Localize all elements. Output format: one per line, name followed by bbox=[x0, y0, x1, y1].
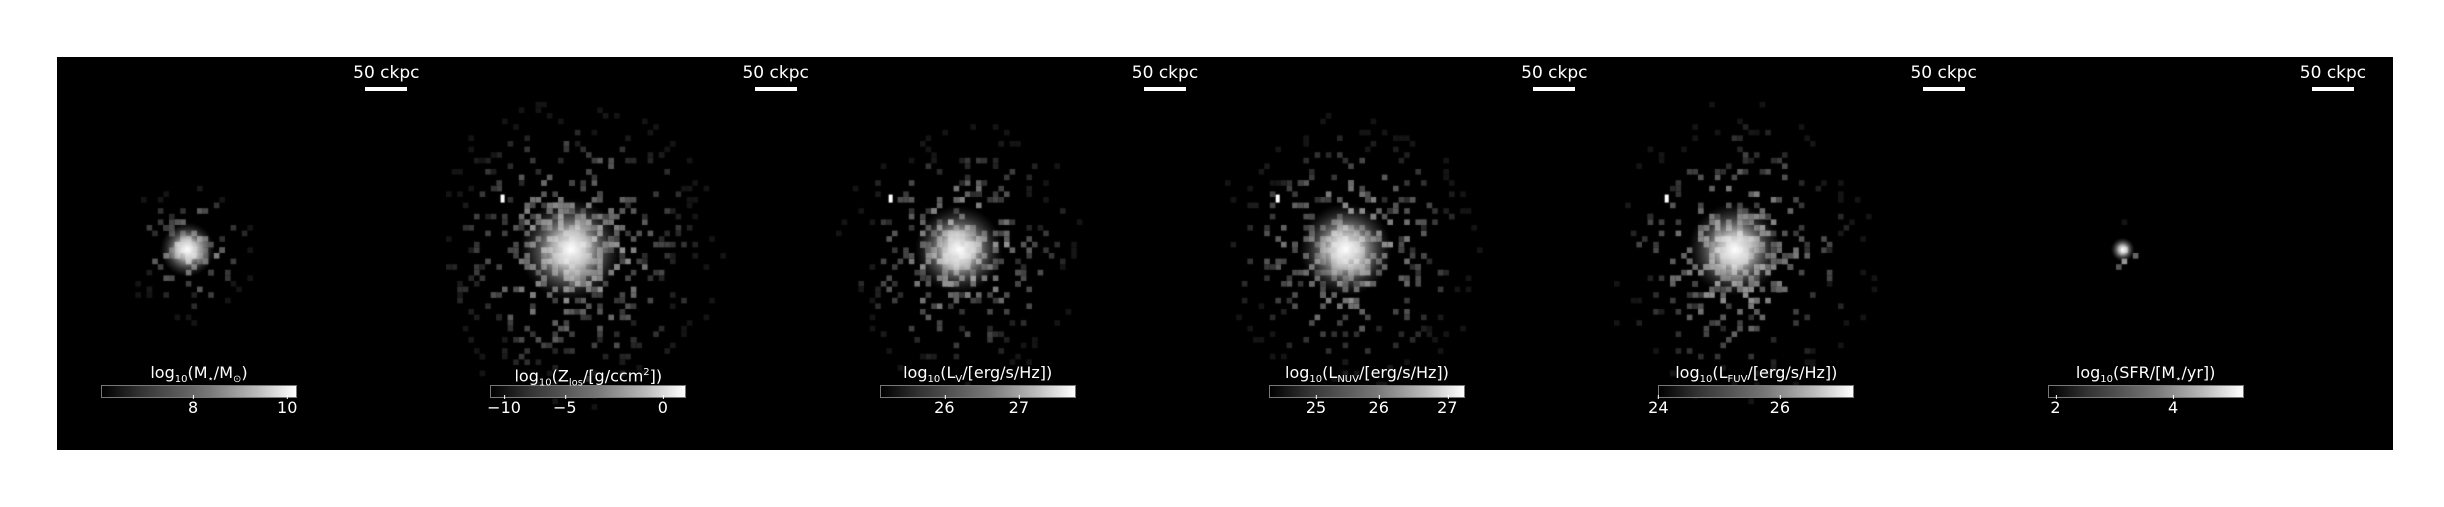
scale-bar-line bbox=[2311, 87, 2354, 91]
scale-bar-label: 50 ckpc bbox=[2299, 63, 2367, 83]
colorbar-label: log10(LNUV/[erg/s/Hz]) bbox=[1285, 363, 1449, 386]
scale-bar: 50 ckpc bbox=[1904, 63, 1984, 91]
colorbar-gradient bbox=[1268, 385, 1465, 398]
colorbar-tick-label: 26 bbox=[1368, 395, 1389, 417]
colorbar-ticks: 24 26 bbox=[1648, 395, 1854, 420]
colorbar-tick-label: 4 bbox=[2167, 395, 2179, 417]
colorbar: log10(LV/[erg/s/Hz]) 26 27 bbox=[879, 361, 1076, 420]
scale-bar-label: 50 ckpc bbox=[742, 63, 809, 83]
colorbar-gradient bbox=[2047, 385, 2244, 398]
colorbar-label: log10(LFUV/[erg/s/Hz]) bbox=[1675, 363, 1838, 386]
projection-image bbox=[57, 57, 446, 450]
projection-image bbox=[2003, 57, 2393, 450]
scale-bar-line bbox=[1143, 87, 1186, 91]
colorbar-tick-label: −5 bbox=[553, 395, 577, 417]
colorbar-label: log10(SFR/[M⋆/yr]) bbox=[2075, 363, 2216, 386]
scale-bar-line bbox=[1922, 87, 1965, 91]
scale-bar: 50 ckpc bbox=[346, 63, 426, 91]
map-panel: 50 ckpc log10(SFR/[M⋆/yr]) 2 4 bbox=[2003, 57, 2393, 450]
scale-bar: 50 ckpc bbox=[1125, 63, 1205, 91]
galaxy-map-strip: 50 ckpc log10(M⋆/M⊙) 8 10 50 ckpc log10(Zlos/… bbox=[57, 57, 2393, 450]
colorbar-tick-label: 27 bbox=[1008, 395, 1029, 417]
scale-bar-label: 50 ckpc bbox=[1521, 63, 1588, 83]
colorbar-tick-label: 8 bbox=[188, 395, 199, 417]
colorbar-tick-label: 10 bbox=[277, 395, 298, 417]
colorbar-tick-label: 26 bbox=[1769, 395, 1791, 417]
colorbar: log10(LNUV/[erg/s/Hz]) 25 26 27 bbox=[1268, 361, 1465, 420]
scale-bar: 50 ckpc bbox=[2293, 63, 2373, 91]
map-panel: 50 ckpc log10(LNUV/[erg/s/Hz]) 25 26 27 bbox=[1224, 57, 1615, 450]
scale-bar-line bbox=[1533, 87, 1576, 91]
map-panel: 50 ckpc log10(M⋆/M⊙) 8 10 bbox=[57, 57, 447, 450]
colorbar-tick-label: 26 bbox=[934, 395, 955, 417]
map-panel: 50 ckpc log10(LV/[erg/s/Hz]) 26 27 bbox=[835, 57, 1225, 450]
colorbar: log10(M⋆/M⊙) 8 10 bbox=[101, 361, 297, 420]
colorbar-label: log10(M⋆/M⊙) bbox=[150, 363, 248, 386]
colorbar-label: log10(Zlos/[g/ccm2]) bbox=[514, 366, 663, 389]
colorbar-tick-label: 27 bbox=[1437, 395, 1458, 417]
scale-bar-label: 50 ckpc bbox=[353, 63, 420, 83]
colorbar-gradient bbox=[490, 385, 687, 398]
scale-bar-line bbox=[365, 87, 408, 91]
colorbar: log10(LFUV/[erg/s/Hz]) 24 26 bbox=[1648, 361, 1855, 420]
projection-image bbox=[835, 57, 1225, 450]
colorbar: log10(SFR/[M⋆/yr]) 2 4 bbox=[2047, 361, 2244, 420]
scale-bar-line bbox=[754, 87, 797, 91]
colorbar-tick-label: 24 bbox=[1648, 395, 1669, 417]
colorbar: log10(Zlos/[g/ccm2]) −10 −5 0 bbox=[487, 361, 687, 420]
colorbar-ticks: −10 −5 0 bbox=[487, 395, 686, 420]
colorbar-ticks: 26 27 bbox=[880, 395, 1076, 420]
map-panel: 50 ckpc log10(Zlos/[g/ccm2]) −10 −5 0 bbox=[446, 57, 836, 450]
colorbar-tick-label: 2 bbox=[2050, 395, 2061, 417]
scale-bar-label: 50 ckpc bbox=[1910, 63, 1977, 83]
colorbar-gradient bbox=[1658, 385, 1855, 398]
projection-image bbox=[446, 57, 836, 450]
scale-bar-label: 50 ckpc bbox=[1131, 63, 1199, 83]
colorbar-tick-label: 25 bbox=[1305, 395, 1327, 417]
colorbar-gradient bbox=[101, 385, 297, 398]
colorbar-tick-label: 0 bbox=[657, 395, 668, 417]
colorbar-ticks: 8 10 bbox=[101, 395, 298, 420]
scale-bar: 50 ckpc bbox=[736, 63, 816, 91]
projection-image bbox=[1614, 57, 2004, 450]
colorbar-ticks: 25 26 27 bbox=[1269, 395, 1465, 420]
projection-image bbox=[1224, 57, 1614, 450]
scale-bar: 50 ckpc bbox=[1514, 63, 1594, 91]
colorbar-label: log10(LV/[erg/s/Hz]) bbox=[903, 363, 1053, 386]
map-panel: 50 ckpc log10(LFUV/[erg/s/Hz]) 24 26 bbox=[1614, 57, 2004, 450]
colorbar-tick-label: −10 bbox=[487, 395, 521, 417]
colorbar-gradient bbox=[879, 385, 1076, 398]
